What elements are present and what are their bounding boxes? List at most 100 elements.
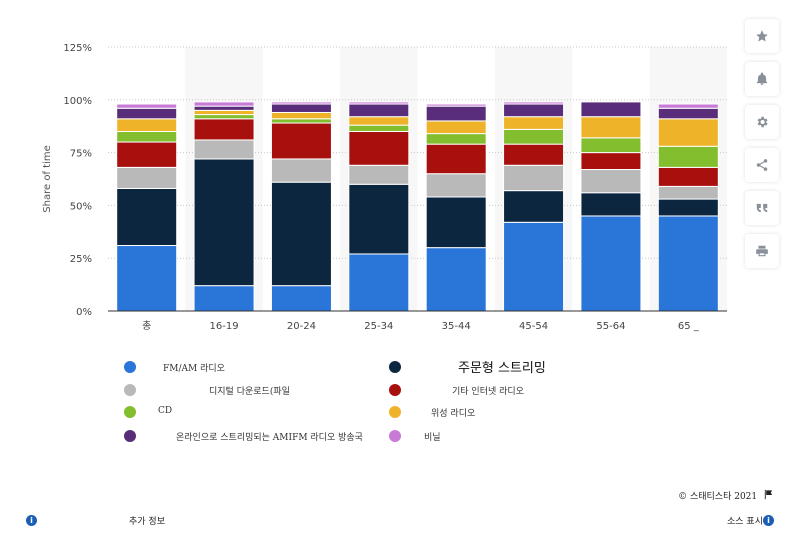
credit-text: © 스태티스타 2021: [678, 492, 758, 502]
favorite-button[interactable]: [745, 19, 779, 53]
legend-item-on-demand[interactable]: [389, 358, 401, 376]
bar-segment[interactable]: [116, 141, 178, 168]
bar-segment[interactable]: [348, 130, 410, 166]
bar-segment[interactable]: [580, 215, 642, 312]
bar-segment[interactable]: [348, 253, 410, 312]
bar-segment[interactable]: [193, 139, 255, 160]
bar-segment[interactable]: [425, 196, 487, 249]
bar-segment[interactable]: [116, 130, 178, 143]
legend-item-am-fm-online[interactable]: [124, 427, 136, 445]
legend-dot: [124, 361, 136, 373]
bar-segment[interactable]: [270, 101, 332, 105]
bar-segment[interactable]: [503, 103, 565, 118]
bar-segment[interactable]: [657, 145, 719, 168]
bar-segment[interactable]: [580, 152, 642, 170]
bell-icon: [756, 72, 768, 85]
bar-segment[interactable]: [116, 166, 178, 190]
bar-segment[interactable]: [503, 143, 565, 166]
more-info-text: 추가 정보: [129, 517, 165, 527]
bar-segment[interactable]: [270, 158, 332, 183]
y-axis-label: Share of time: [42, 145, 53, 212]
bar-segment[interactable]: [503, 164, 565, 192]
bar-segment[interactable]: [116, 107, 178, 120]
legend-item-other-internet-radio[interactable]: [389, 381, 401, 399]
bar-segment[interactable]: [270, 122, 332, 160]
bar-segment[interactable]: [270, 103, 332, 113]
bar-segment[interactable]: [425, 120, 487, 135]
y-tick-label: 50%: [70, 201, 92, 212]
bar-segment[interactable]: [348, 101, 410, 105]
gear-icon: [757, 116, 768, 128]
legend-dot: [124, 430, 136, 442]
legend-dot: [389, 384, 401, 396]
bar-segment[interactable]: [348, 124, 410, 132]
bar-segment[interactable]: [503, 116, 565, 130]
bar-segment[interactable]: [580, 168, 642, 194]
legend-item-fm-am[interactable]: [124, 358, 136, 376]
y-tick-label: 125%: [63, 43, 92, 54]
legend-dot: [389, 361, 401, 373]
legend-label-fm-am: FM/AM 라디오: [163, 364, 225, 374]
bar-segment[interactable]: [193, 285, 255, 312]
bar-segment[interactable]: [425, 133, 487, 145]
notification-button[interactable]: [745, 62, 779, 96]
bar-segment[interactable]: [425, 103, 487, 107]
bar-segment[interactable]: [270, 111, 332, 120]
bar-segment[interactable]: [193, 105, 255, 111]
bar-segment[interactable]: [657, 166, 719, 187]
legend-label-satellite-radio: 위성 라디오: [431, 409, 476, 419]
bar-segment[interactable]: [348, 164, 410, 185]
bar-segment[interactable]: [193, 158, 255, 287]
cite-button[interactable]: [745, 191, 779, 225]
bar-segment[interactable]: [270, 181, 332, 287]
star-icon: [756, 30, 768, 42]
action-sidebar: [745, 19, 781, 268]
share-button[interactable]: [745, 148, 779, 182]
legend-label-am-fm-online: 온라인으로 스트리밍되는 AMIFM 라디오 방송국: [176, 433, 363, 443]
bar-segment[interactable]: [657, 107, 719, 120]
bar-segment[interactable]: [193, 114, 255, 120]
bar-segment[interactable]: [503, 101, 565, 105]
bar-segment[interactable]: [425, 143, 487, 175]
bar-segment[interactable]: [348, 116, 410, 126]
bar-segment[interactable]: [116, 245, 178, 312]
bar-segment[interactable]: [116, 118, 178, 132]
bar-segment[interactable]: [503, 128, 565, 145]
bar-segment[interactable]: [657, 103, 719, 109]
bar-segment[interactable]: [193, 101, 255, 107]
bar-segment[interactable]: [657, 118, 719, 147]
settings-button[interactable]: [745, 105, 779, 139]
bar-segment[interactable]: [270, 118, 332, 124]
bar-segment[interactable]: [503, 221, 565, 312]
flag-icon[interactable]: [763, 489, 774, 500]
legend-item-cd[interactable]: [124, 403, 136, 421]
bar-segment[interactable]: [348, 183, 410, 255]
bar-segment[interactable]: [657, 185, 719, 200]
legend-item-vinyl[interactable]: [389, 427, 401, 445]
legend-item-satellite-radio[interactable]: [389, 403, 401, 421]
bar-segment[interactable]: [270, 285, 332, 312]
bar-segment[interactable]: [580, 116, 642, 139]
bar-segment[interactable]: [193, 118, 255, 141]
bar-segment[interactable]: [348, 103, 410, 118]
x-tick-label: 55-64: [596, 321, 625, 332]
show-source-link[interactable]: 소스 표시 i: [727, 514, 774, 527]
x-tick-label: 총: [142, 320, 151, 332]
bar-segment[interactable]: [425, 247, 487, 312]
bar-segment[interactable]: [657, 198, 719, 217]
bar-segment[interactable]: [657, 215, 719, 312]
bar-segment[interactable]: [116, 188, 178, 247]
bar-segment[interactable]: [580, 137, 642, 154]
more-info-link[interactable]: i 추가 정보: [26, 514, 165, 527]
bar-segment[interactable]: [580, 101, 642, 118]
bar-segment[interactable]: [116, 103, 178, 109]
bar-segment[interactable]: [425, 173, 487, 198]
bar-segment[interactable]: [580, 192, 642, 217]
print-button[interactable]: [745, 234, 779, 268]
quote-icon: [756, 203, 768, 213]
bar-segment[interactable]: [503, 190, 565, 223]
bar-segment[interactable]: [193, 109, 255, 116]
bar-segment[interactable]: [425, 105, 487, 122]
legend-item-digital-download[interactable]: [124, 381, 136, 399]
